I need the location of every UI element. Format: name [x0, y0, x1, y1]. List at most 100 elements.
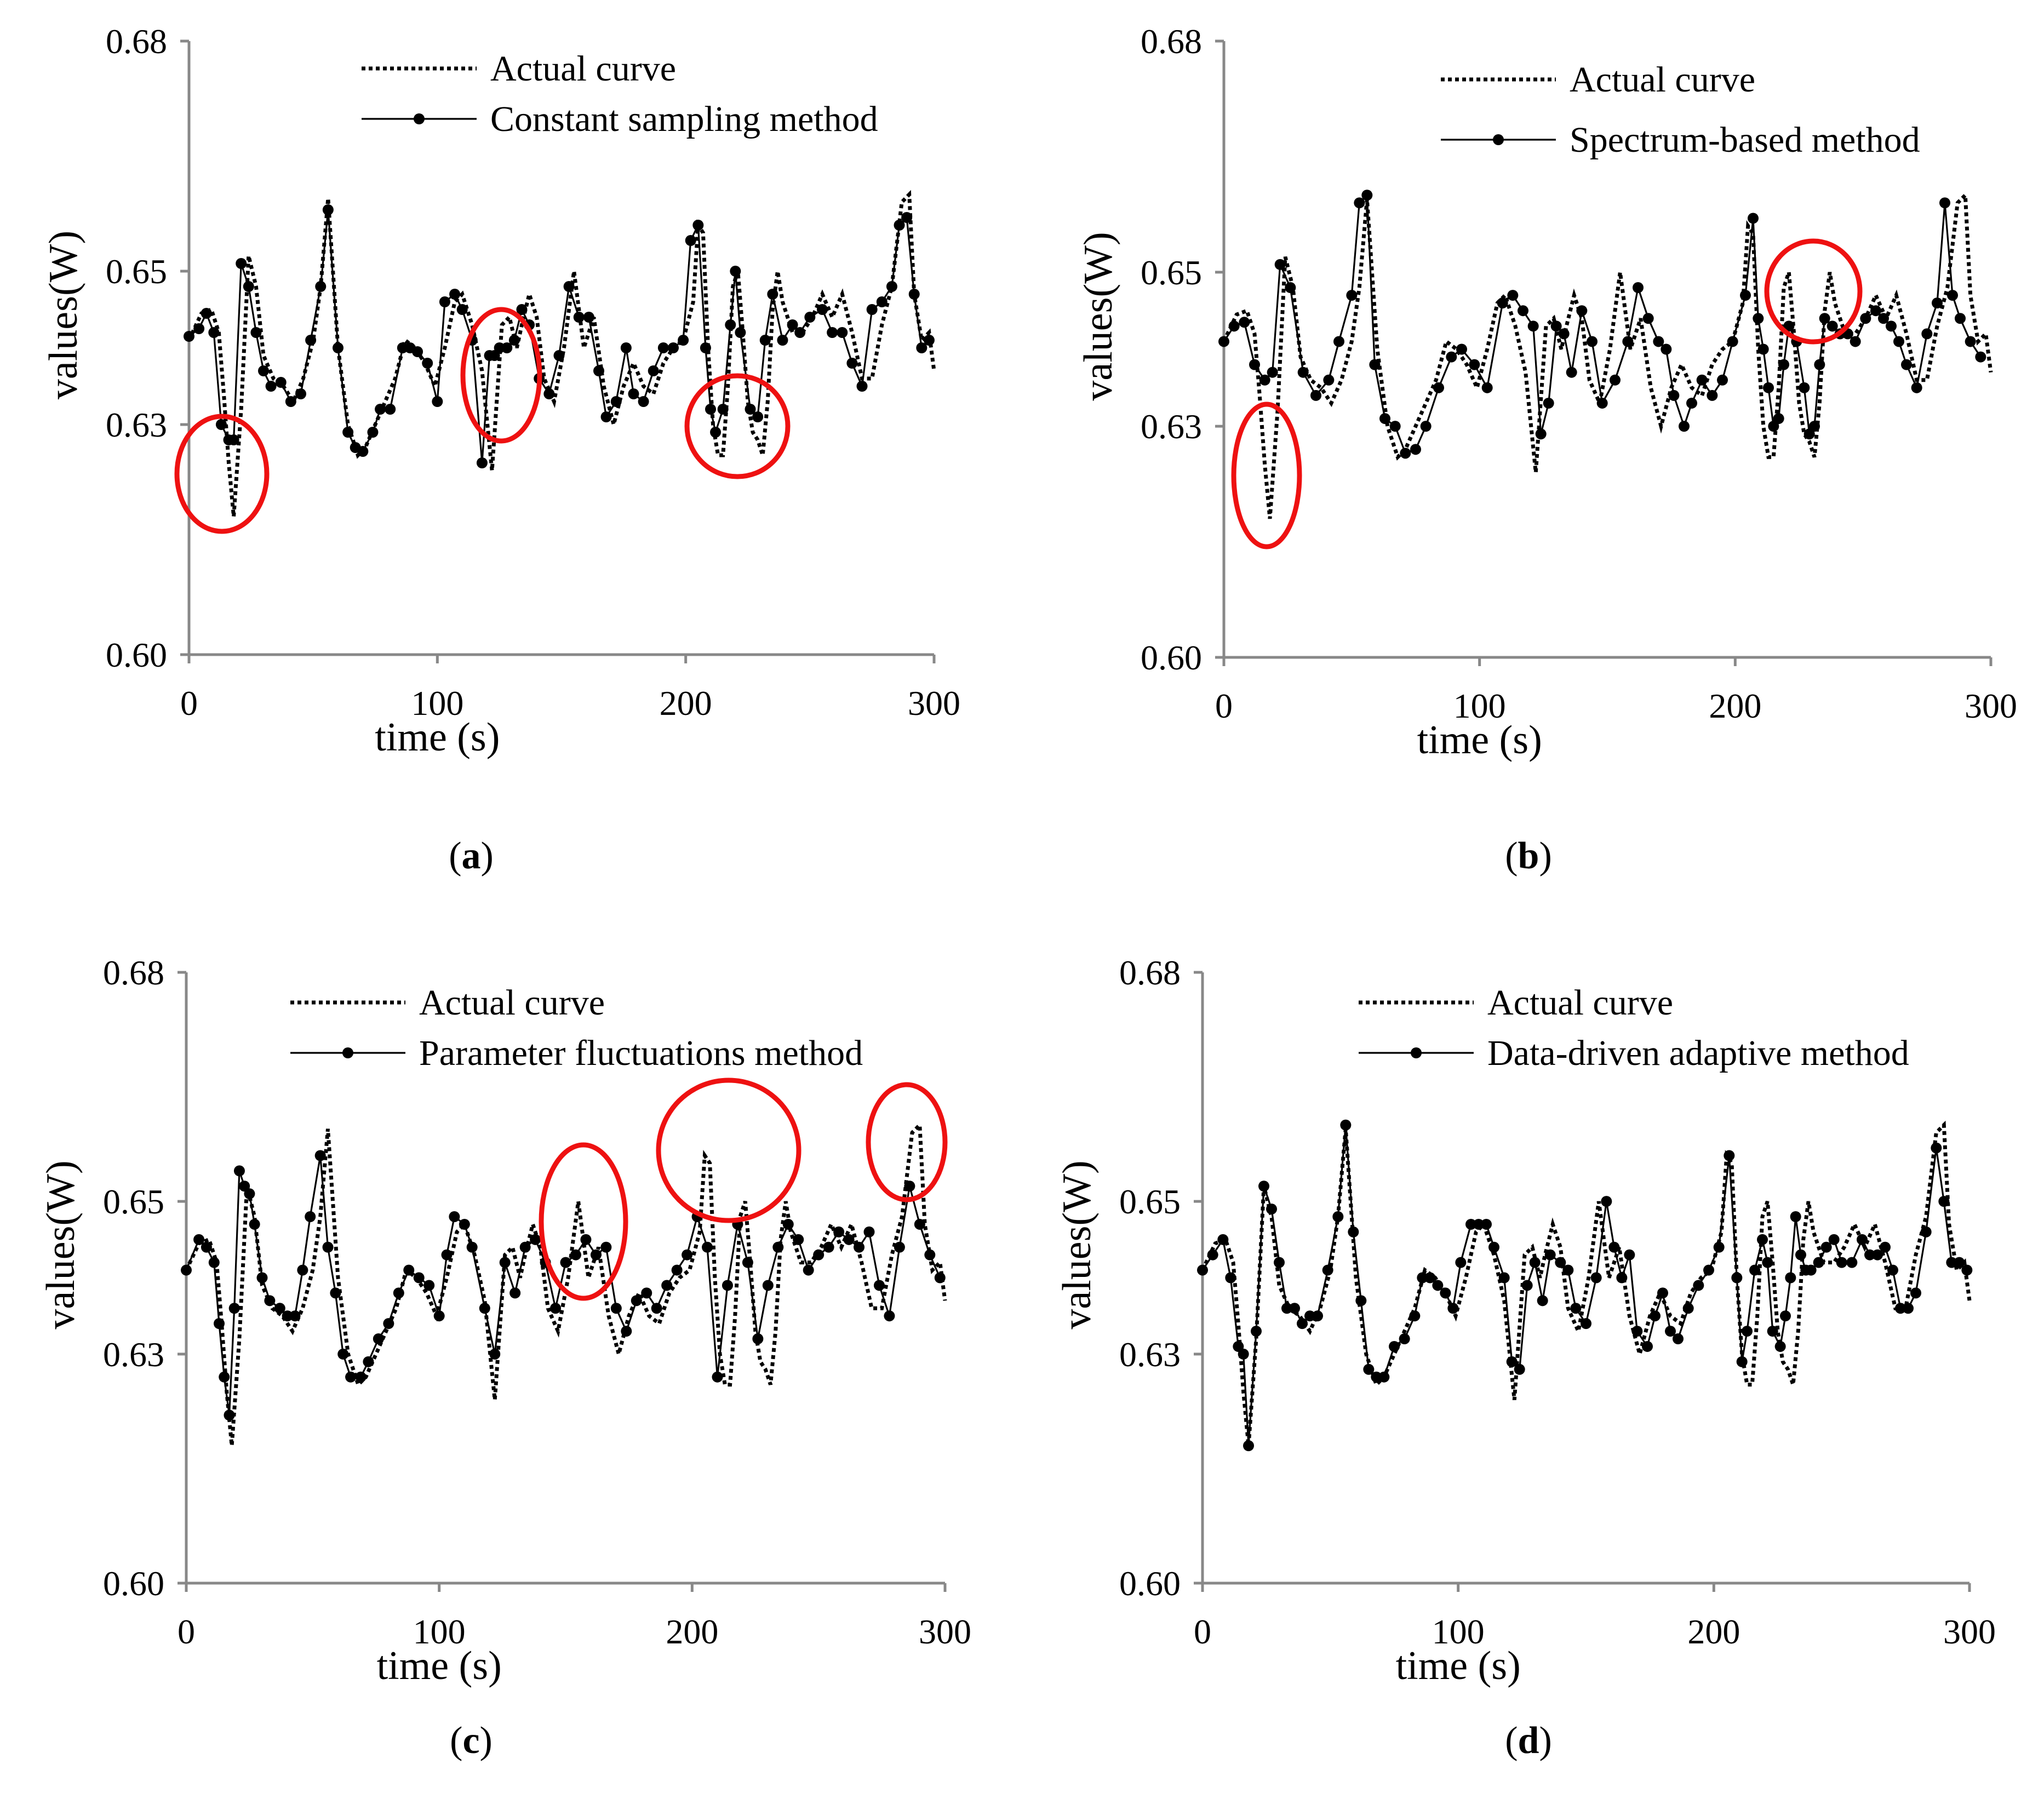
method-point: [441, 1249, 453, 1260]
method-point: [476, 457, 488, 468]
method-point: [894, 1241, 905, 1253]
method-point: [1348, 1226, 1359, 1237]
x-tick-label: 100: [413, 1612, 466, 1651]
method-point: [1310, 389, 1321, 401]
method-point: [1274, 1257, 1285, 1268]
method-point: [201, 308, 212, 319]
method-point: [1506, 1356, 1518, 1367]
method-point: [671, 1264, 683, 1276]
method-point: [682, 1249, 693, 1260]
legend-label: Parameter fluctuations method: [419, 1033, 863, 1073]
method-point: [1736, 1356, 1748, 1367]
method-point: [934, 1272, 946, 1283]
method-point: [745, 404, 756, 415]
legend-method-marker: [414, 113, 425, 124]
panel-label-close: ): [1539, 1720, 1551, 1762]
method-point: [573, 312, 585, 323]
method-point: [1795, 1249, 1806, 1260]
panel-label-open: (: [1505, 1720, 1518, 1762]
method-point: [837, 327, 848, 338]
method-point: [1774, 1340, 1786, 1352]
method-point: [333, 342, 343, 353]
method-point: [866, 304, 878, 315]
method-point: [854, 1241, 865, 1253]
method-point: [413, 1272, 425, 1283]
method-point: [249, 1218, 260, 1230]
x-tick-label: 200: [660, 684, 712, 723]
method-point: [620, 342, 632, 353]
method-point: [499, 1257, 511, 1268]
method-point: [1749, 1264, 1760, 1276]
method-point: [1828, 1234, 1840, 1245]
method-point: [1514, 1363, 1525, 1375]
actual-curve-line: [1200, 1120, 1972, 1446]
y-axis-title: values(W): [1076, 232, 1121, 400]
method-point: [439, 296, 450, 307]
method-point: [516, 304, 528, 315]
method-point: [258, 365, 269, 376]
method-point: [1447, 1303, 1459, 1314]
method-point: [1433, 382, 1444, 393]
method-point: [1400, 448, 1411, 459]
x-tick-label: 0: [1194, 1612, 1211, 1651]
chart-panel-c: 0.60 0.63 0.65 0.68 0 100 200 300 time (s) values…: [38, 953, 971, 1762]
method-point: [1251, 1326, 1262, 1337]
y-tick-label: 0.63: [1119, 1335, 1181, 1374]
method-point: [610, 396, 622, 407]
method-point: [1518, 305, 1528, 317]
method-point: [519, 1241, 531, 1253]
method-point: [1780, 1310, 1791, 1322]
method-point: [1340, 1119, 1352, 1131]
method-point: [1417, 1272, 1428, 1283]
method-point: [233, 1165, 245, 1177]
method-line: [1223, 193, 1982, 455]
method-point: [705, 404, 716, 415]
x-tick-label: 300: [1943, 1612, 1996, 1651]
method-point: [803, 1264, 814, 1276]
method-point: [385, 404, 396, 415]
method-point: [752, 1333, 764, 1344]
method-point: [1333, 336, 1344, 347]
method-point: [702, 1241, 713, 1253]
method-point: [1961, 1264, 1973, 1276]
method-point: [1778, 359, 1789, 370]
method-point: [393, 1287, 404, 1299]
method-point: [466, 1241, 478, 1253]
method-point: [1938, 1196, 1950, 1207]
x-axis-title: time (s): [377, 1643, 502, 1688]
method-point: [1975, 351, 1986, 363]
method-point: [873, 1280, 885, 1291]
method-point: [827, 327, 838, 338]
method-point: [1497, 297, 1508, 309]
panel-label: (a): [449, 835, 494, 877]
method-point: [184, 331, 194, 342]
method-point: [530, 1234, 541, 1245]
method-point: [1954, 1257, 1965, 1268]
method-point: [1446, 351, 1457, 363]
y-tick-label: 0.68: [1119, 953, 1181, 992]
method-point: [813, 1249, 825, 1260]
method-point: [563, 281, 575, 292]
legend-method-marker: [1411, 1047, 1422, 1058]
method-point: [355, 1371, 367, 1383]
method-point: [345, 1371, 357, 1383]
method-point: [1886, 320, 1897, 332]
method-point: [219, 1371, 230, 1383]
method-point: [1555, 1257, 1566, 1268]
method-point: [1819, 313, 1830, 324]
method-point: [228, 1303, 240, 1314]
method-point: [1608, 1241, 1620, 1253]
method-point: [600, 1241, 612, 1253]
method-point: [305, 1211, 316, 1222]
method-point: [1558, 328, 1570, 340]
method-point: [1537, 1295, 1548, 1307]
method-point: [322, 204, 334, 215]
method-point: [1846, 1257, 1858, 1268]
method-point: [1799, 382, 1810, 393]
method-point: [208, 327, 220, 338]
method-point: [1455, 1257, 1467, 1268]
method-point: [1521, 1280, 1533, 1291]
method-point: [904, 1181, 915, 1192]
